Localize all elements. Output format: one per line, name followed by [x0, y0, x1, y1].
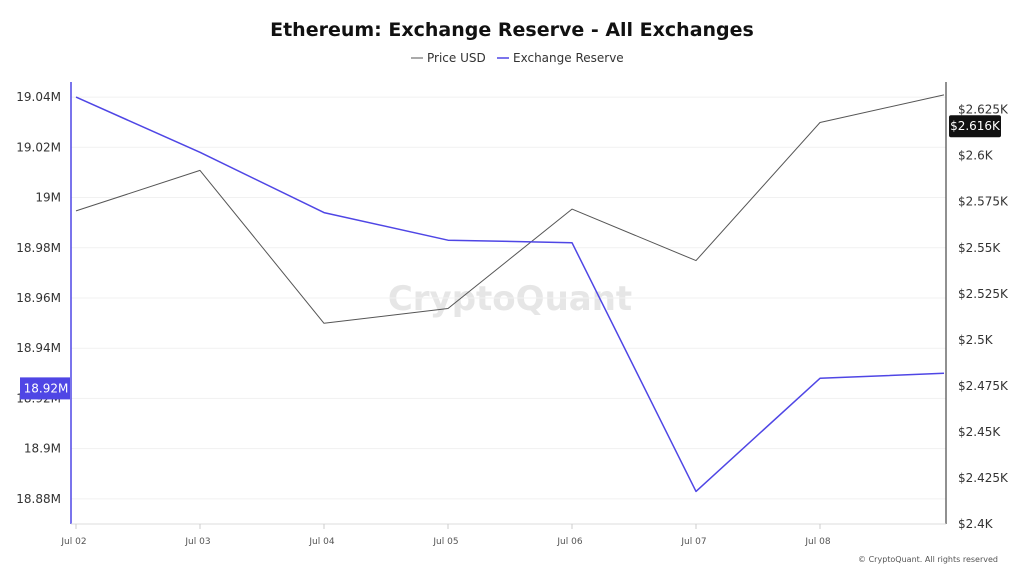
legend-item-exchange-reserve[interactable]: Exchange Reserve: [497, 51, 624, 65]
y-right-tick-label-9: $2.625K: [958, 103, 1009, 117]
legend-item-price-usd[interactable]: Price USD: [411, 51, 486, 65]
x-tick-label-1: Jul 03: [184, 537, 210, 547]
copyright-text: © CryptoQuant. All rights reserved: [858, 555, 998, 564]
y-left-tick-label-6: 19M: [35, 191, 61, 205]
axes-layer: [70, 82, 947, 525]
series-line-price-usd: [75, 94, 945, 324]
x-tick-label-6: Jul 08: [804, 537, 830, 547]
y-right-tick-label-0: $2.4K: [958, 517, 994, 531]
current-price-badge-bg: [949, 115, 1001, 138]
legend-label-exchange-reserve: Exchange Reserve: [513, 51, 624, 65]
x-tick-label-3: Jul 05: [432, 537, 458, 547]
current-reserve-badge-bg: [20, 377, 70, 400]
y-right-tick-label-2: $2.45K: [958, 425, 1001, 439]
x-tick-label-0: Jul 02: [60, 537, 86, 547]
y-left-tick-label-5: 18.98M: [16, 241, 61, 255]
series-line-exchange-reserve: [75, 96, 945, 493]
y-right-tick-label-4: $2.5K: [958, 333, 994, 347]
y-right-tick-label-1: $2.425K: [958, 471, 1009, 485]
watermark: CryptoQuant: [388, 279, 632, 319]
y-left-tick-label-8: 19.04M: [16, 90, 61, 104]
legend: Price USD Exchange Reserve: [411, 51, 624, 65]
y-left-tick-label-0: 18.88M: [16, 492, 61, 506]
y-left-tick-label-4: 18.96M: [16, 291, 61, 305]
series-layer: [75, 94, 945, 493]
x-tick-label-4: Jul 06: [556, 537, 582, 547]
grid-layer: [71, 96, 946, 500]
x-tick-label-2: Jul 04: [308, 537, 334, 547]
legend-label-price-usd: Price USD: [427, 51, 486, 65]
badge-layer: 18.92M $2.616K: [20, 115, 1001, 400]
current-price-badge-label: $2.616K: [950, 119, 1001, 133]
y-left-tick-label-1: 18.9M: [24, 442, 61, 456]
y-right-tick-label-6: $2.55K: [958, 241, 1001, 255]
chart-title: Ethereum: Exchange Reserve - All Exchang…: [270, 19, 754, 41]
y-right-tick-label-3: $2.475K: [958, 379, 1009, 393]
y-right-tick-label-8: $2.6K: [958, 149, 994, 163]
y-left-tick-label-3: 18.94M: [16, 341, 61, 355]
y-right-tick-label-5: $2.525K: [958, 287, 1009, 301]
x-tick-label-5: Jul 07: [680, 537, 706, 547]
current-reserve-badge-label: 18.92M: [24, 381, 69, 395]
y-left-tick-label-7: 19.02M: [16, 140, 61, 154]
y-right-tick-label-7: $2.575K: [958, 195, 1009, 209]
